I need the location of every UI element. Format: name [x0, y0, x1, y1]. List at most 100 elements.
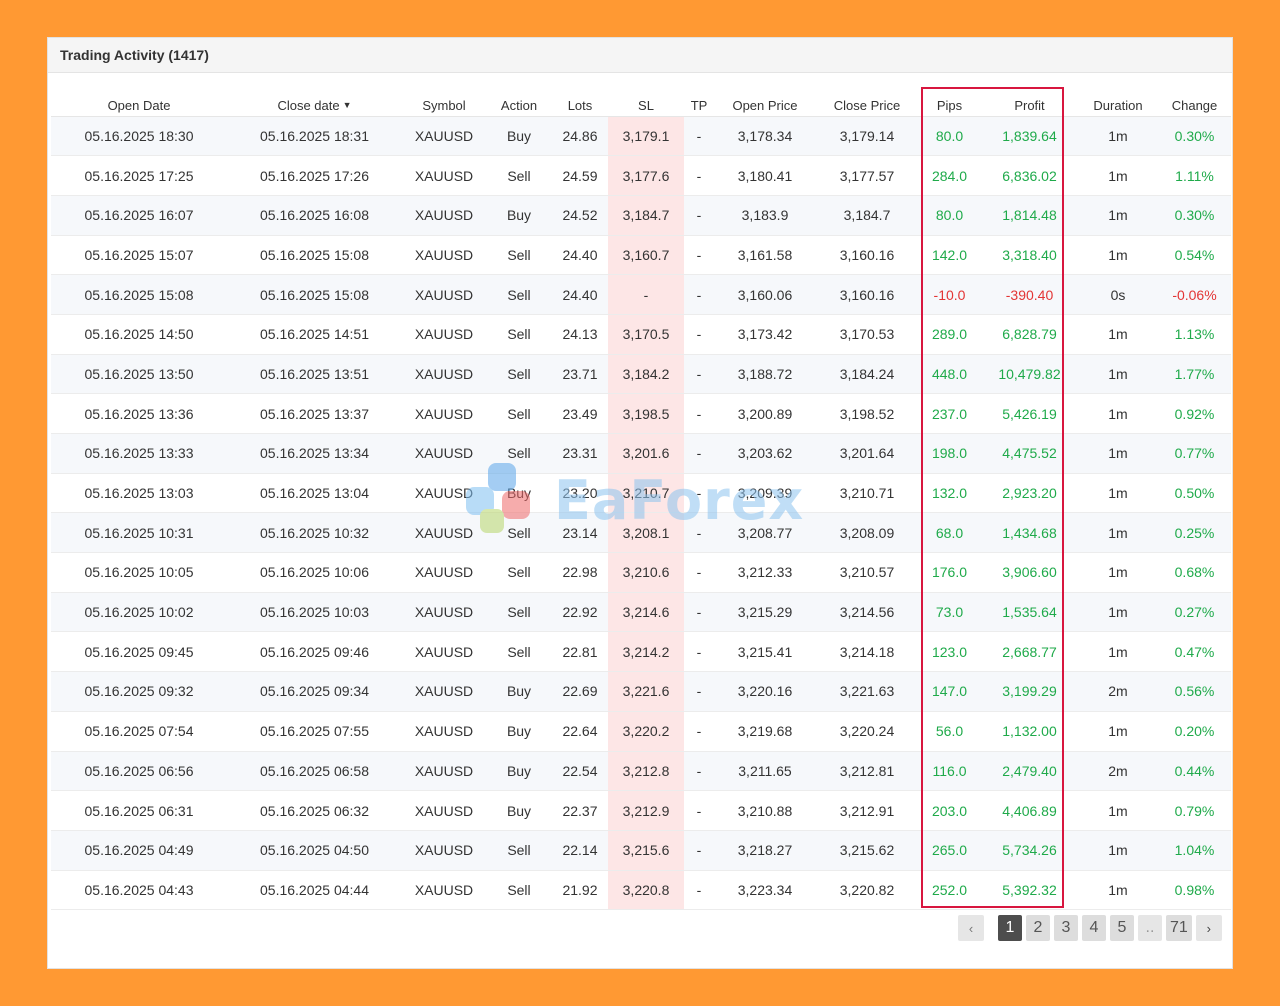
panel-title: Trading Activity (1417) — [48, 38, 1232, 73]
cell-profit: 6,828.79 — [981, 314, 1078, 355]
cell-sl: 3,170.5 — [608, 314, 684, 355]
cell-change: 0.30% — [1158, 116, 1231, 157]
col-sl[interactable]: SL — [608, 90, 684, 117]
cell-action: Buy — [486, 751, 552, 792]
cell-lots: 22.92 — [552, 592, 608, 633]
pagination-page-button[interactable]: 3 — [1054, 915, 1078, 941]
cell-lots: 21.92 — [552, 870, 608, 911]
pagination-page-button[interactable]: 1 — [998, 915, 1022, 941]
col-close-price[interactable]: Close Price — [816, 90, 918, 117]
cell-open-date: 05.16.2025 13:33 — [51, 433, 227, 474]
cell-duration: 1m — [1078, 354, 1158, 395]
cell-symbol: XAUUSD — [402, 433, 486, 474]
cell-sl: 3,220.2 — [608, 711, 684, 752]
cell-symbol: XAUUSD — [402, 592, 486, 633]
cell-action: Sell — [486, 235, 552, 276]
cell-sl: 3,198.5 — [608, 393, 684, 434]
pagination-next-button[interactable]: › — [1195, 915, 1222, 941]
cell-close-date: 05.16.2025 10:32 — [227, 512, 402, 554]
cell-tp: - — [684, 155, 714, 196]
pagination-prev-button[interactable]: ‹ — [958, 915, 984, 941]
cell-close-price: 3,210.71 — [816, 473, 918, 514]
col-close-date[interactable]: Close date ▼ — [227, 90, 402, 117]
col-lots[interactable]: Lots — [552, 90, 608, 117]
col-open-price[interactable]: Open Price — [714, 90, 816, 117]
trading-activity-table: Open Date Close date ▼ Symbol Action Lots… — [51, 90, 1231, 911]
col-open-date[interactable]: Open Date — [51, 90, 227, 117]
cell-open-price: 3,220.16 — [714, 671, 816, 712]
cell-action: Sell — [486, 155, 552, 196]
pagination-page-button[interactable]: 5 — [1110, 915, 1134, 941]
cell-profit: 1,814.48 — [981, 195, 1078, 236]
cell-symbol: XAUUSD — [402, 116, 486, 157]
col-symbol[interactable]: Symbol — [402, 90, 486, 117]
pagination-page-button[interactable]: 4 — [1082, 915, 1106, 941]
cell-profit: 1,434.68 — [981, 512, 1078, 554]
cell-profit: 4,475.52 — [981, 433, 1078, 474]
col-profit[interactable]: Profit — [981, 90, 1078, 117]
cell-open-date: 05.16.2025 10:02 — [51, 592, 227, 633]
cell-pips: 198.0 — [918, 433, 981, 474]
pagination-last-page-button[interactable]: 71 — [1166, 915, 1192, 941]
col-tp[interactable]: TP — [684, 90, 714, 117]
cell-symbol: XAUUSD — [402, 790, 486, 831]
cell-profit: 3,318.40 — [981, 235, 1078, 276]
cell-sl: - — [608, 274, 684, 315]
cell-open-date: 05.16.2025 07:54 — [51, 711, 227, 752]
col-action[interactable]: Action — [486, 90, 552, 117]
cell-duration: 1m — [1078, 790, 1158, 831]
cell-open-date: 05.16.2025 18:30 — [51, 116, 227, 157]
cell-duration: 1m — [1078, 433, 1158, 474]
cell-tp: - — [684, 235, 714, 276]
cell-lots: 22.69 — [552, 671, 608, 712]
table-row: 05.16.2025 18:30 05.16.2025 18:31 XAUUSD Bu… — [51, 116, 1231, 157]
cell-profit: 6,836.02 — [981, 155, 1078, 196]
cell-close-date: 05.16.2025 10:03 — [227, 592, 402, 633]
cell-close-date: 05.16.2025 09:34 — [227, 671, 402, 712]
col-pips[interactable]: Pips — [918, 90, 981, 117]
cell-lots: 23.49 — [552, 393, 608, 434]
cell-change: 1.77% — [1158, 354, 1231, 395]
col-duration[interactable]: Duration — [1078, 90, 1158, 117]
table-row: 05.16.2025 13:33 05.16.2025 13:34 XAUUSD Se… — [51, 433, 1231, 474]
cell-close-date: 05.16.2025 13:51 — [227, 354, 402, 395]
cell-profit: 2,668.77 — [981, 631, 1078, 673]
cell-pips: 132.0 — [918, 473, 981, 514]
cell-open-date: 05.16.2025 15:08 — [51, 274, 227, 315]
cell-close-date: 05.16.2025 16:08 — [227, 195, 402, 236]
cell-sl: 3,221.6 — [608, 671, 684, 712]
cell-duration: 1m — [1078, 592, 1158, 633]
cell-sl: 3,160.7 — [608, 235, 684, 276]
cell-pips: 56.0 — [918, 711, 981, 752]
col-change[interactable]: Change — [1158, 90, 1231, 117]
cell-close-price: 3,184.7 — [816, 195, 918, 236]
cell-pips: 147.0 — [918, 671, 981, 712]
table-row: 05.16.2025 04:43 05.16.2025 04:44 XAUUSD Se… — [51, 870, 1231, 911]
cell-tp: - — [684, 631, 714, 673]
cell-pips: 448.0 — [918, 354, 981, 395]
cell-symbol: XAUUSD — [402, 314, 486, 355]
cell-pips: 80.0 — [918, 195, 981, 236]
cell-action: Sell — [486, 830, 552, 871]
cell-tp: - — [684, 195, 714, 236]
cell-symbol: XAUUSD — [402, 393, 486, 434]
cell-change: 0.98% — [1158, 870, 1231, 911]
cell-pips: 73.0 — [918, 592, 981, 633]
cell-lots: 22.64 — [552, 711, 608, 752]
cell-pips: 203.0 — [918, 790, 981, 831]
cell-lots: 24.86 — [552, 116, 608, 157]
cell-close-date: 05.16.2025 14:51 — [227, 314, 402, 355]
cell-pips: 265.0 — [918, 830, 981, 871]
cell-open-price: 3,211.65 — [714, 751, 816, 792]
cell-close-date: 05.16.2025 15:08 — [227, 274, 402, 315]
cell-close-date: 05.16.2025 04:50 — [227, 830, 402, 871]
cell-close-price: 3,208.09 — [816, 512, 918, 554]
pagination-page-button[interactable]: 2 — [1026, 915, 1050, 941]
cell-duration: 1m — [1078, 235, 1158, 276]
cell-duration: 1m — [1078, 314, 1158, 355]
table-row: 05.16.2025 10:05 05.16.2025 10:06 XAUUSD Se… — [51, 552, 1231, 593]
cell-close-date: 05.16.2025 17:26 — [227, 155, 402, 196]
cell-action: Sell — [486, 354, 552, 395]
cell-change: 1.13% — [1158, 314, 1231, 355]
cell-action: Sell — [486, 274, 552, 315]
